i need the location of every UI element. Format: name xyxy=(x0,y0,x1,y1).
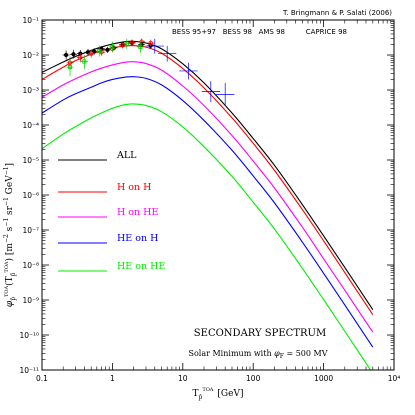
plot-frame xyxy=(41,19,395,371)
x-axis-label: Tp̄TOA [GeV] xyxy=(193,387,244,401)
series-line-he-on-h xyxy=(42,76,374,348)
legend-label-h-on-h: H on H xyxy=(117,182,151,193)
series-line-he-on-he xyxy=(42,103,372,370)
data-point-bess-98 xyxy=(87,49,95,58)
y-tick-label: 10⁻⁹ xyxy=(22,296,39,305)
data-point-ams-98 xyxy=(136,41,144,53)
data-point-bess-95-97 xyxy=(62,50,70,60)
x-tick-label: 1 xyxy=(110,374,115,383)
legend-label-he-on-he: HE on HE xyxy=(117,261,165,272)
annotation-title: SECONDARY SPECTRUM xyxy=(194,328,326,339)
legend-label-h-on-he: H on HE xyxy=(117,207,158,218)
y-tick-label: 10⁻⁸ xyxy=(22,261,39,270)
data-point-caprice-98 xyxy=(179,62,198,80)
y-tick-label: 10⁻¹⁰ xyxy=(19,331,39,340)
x-tick-label: 1000 xyxy=(314,374,333,383)
data-legend: BESS 95+97 BESS 98 AMS 98 CAPRICE 98 xyxy=(172,28,347,36)
data-point-bess-98 xyxy=(128,39,136,46)
data-point-ams-98 xyxy=(108,41,116,53)
data-point-ams-98 xyxy=(80,55,88,69)
credit-text: T. Bringmann & P. Salati (2006) xyxy=(282,9,392,17)
y-tick-label: 10⁻³ xyxy=(22,86,39,95)
y-tick-label: 10⁻² xyxy=(22,51,39,60)
data-point-ams-98 xyxy=(95,45,103,57)
x-tick-label: 100 xyxy=(246,374,261,383)
data-point-bess-98 xyxy=(138,38,146,45)
annotation-subtitle: Solar Minimum with φF = 500 MV xyxy=(189,349,328,360)
y-tick-label: 10⁻⁶ xyxy=(22,191,39,200)
data-legend-bess98: BESS 98 xyxy=(223,28,252,36)
data-legend-bess9597: BESS 95+97 xyxy=(172,28,216,36)
data-legend-caprice98: CAPRICE 98 xyxy=(306,28,347,36)
x-tick-label: 10⁴ xyxy=(388,374,401,383)
data-point-bess-95-97 xyxy=(103,46,111,53)
y-axis-label: φp̄TOA(Tp̄TOA) [m−2 s−1 sr−1 GeV−1] xyxy=(3,163,17,307)
data-point-caprice-98 xyxy=(216,82,235,106)
data-legend-ams98: AMS 98 xyxy=(259,28,285,36)
series-line-h-on-he xyxy=(42,61,374,333)
data-point-ams-98 xyxy=(66,58,74,77)
legend-label-he-on-h: HE on H xyxy=(117,233,158,244)
y-tick-label: 10⁻⁴ xyxy=(22,121,39,130)
y-tick-label: 10⁻⁷ xyxy=(22,226,39,235)
data-point-bess-98 xyxy=(76,52,84,63)
data-point-caprice-98 xyxy=(145,38,164,54)
y-tick-label: 10⁻⁵ xyxy=(22,156,39,165)
axis-ticks: 0.1 1 10 100 1000 10⁴ 10⁻¹¹ 10⁻¹⁰ 10⁻⁹ 10⁻⁸ 10⁻⁷ 10… xyxy=(19,16,400,383)
data-points xyxy=(62,38,235,106)
data-point-bess-98 xyxy=(147,39,155,47)
legend-label-all: ALL xyxy=(116,150,137,161)
y-tick-label: 10⁻¹¹ xyxy=(19,366,39,375)
x-tick-label: 0.1 xyxy=(36,374,48,383)
data-point-ams-98 xyxy=(123,38,131,49)
x-tick-label: 10 xyxy=(178,374,188,383)
data-point-caprice-98 xyxy=(201,81,220,103)
y-tick-label: 10⁻¹ xyxy=(22,16,39,25)
data-point-bess-95-97 xyxy=(70,49,77,59)
curve-legend: ALL H on H H on HE HE on H HE on HE xyxy=(58,150,165,272)
data-point-caprice-98 xyxy=(158,46,177,62)
